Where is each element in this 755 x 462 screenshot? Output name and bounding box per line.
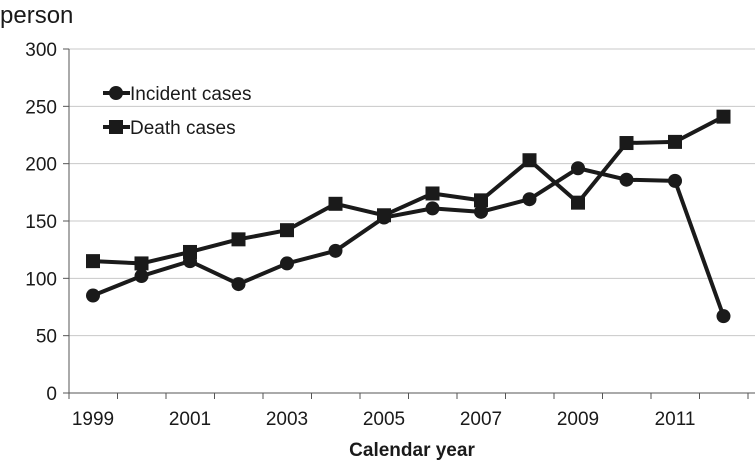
- death-cases-point: [231, 232, 246, 247]
- death-cases-point: [522, 153, 537, 168]
- incident-cases-point: [134, 269, 149, 284]
- x-tick-label: 1999: [72, 409, 114, 430]
- incident-cases-point: [716, 309, 731, 324]
- legend: Incident cases Death cases: [103, 84, 251, 139]
- legend-incident-cases-label: Incident cases: [130, 84, 251, 105]
- death-cases-point: [183, 244, 197, 259]
- x-tick-label: 2009: [557, 409, 599, 430]
- incident-cases-point: [280, 256, 294, 271]
- axes: [63, 48, 755, 399]
- incident-cases-point: [474, 204, 488, 219]
- death-cases-point: [280, 223, 294, 238]
- death-cases-point: [668, 134, 682, 149]
- death-cases-point: [86, 254, 100, 269]
- x-tick-label: 2011: [655, 409, 696, 430]
- y-tick-label: 300: [25, 40, 57, 61]
- x-tick-label: 2007: [460, 409, 502, 430]
- legend-death-cases-label: Death cases: [130, 118, 236, 139]
- death-cases-line: [92, 114, 725, 266]
- incident-cases-point: [619, 172, 634, 187]
- incident-cases-point: [668, 173, 682, 188]
- x-axis-title: Calendar year: [349, 440, 475, 461]
- y-tick-label: 50: [36, 327, 57, 348]
- legend-death-cases-marker: [109, 120, 123, 134]
- death-cases-point: [716, 109, 731, 124]
- x-tick-label: 2001: [169, 409, 211, 430]
- y-tick-label: 250: [25, 97, 57, 118]
- y-tick-label: 100: [25, 269, 57, 290]
- incident-cases-point: [522, 192, 537, 207]
- death-cases-point: [474, 193, 488, 208]
- x-tick-label: 2005: [363, 409, 405, 430]
- gridlines: [69, 48, 755, 337]
- incident-cases-point: [86, 288, 100, 303]
- x-tick-label: 2003: [266, 409, 308, 430]
- y-tick-label: 0: [46, 384, 57, 405]
- x-tick-labels: 1999 2001 2003 2005 2007 2009 2011: [72, 409, 696, 430]
- death-cases-point: [425, 186, 440, 201]
- y-tick-label: 200: [25, 155, 57, 176]
- incident-cases-point: [425, 201, 440, 216]
- death-cases-point: [134, 256, 149, 271]
- incident-cases-point: [328, 243, 343, 258]
- death-cases-point: [571, 195, 585, 210]
- incident-cases-point: [571, 161, 585, 176]
- y-tick-labels: 0 50 100 150 200 250 300: [25, 40, 57, 405]
- y-tick-label: 150: [25, 212, 57, 233]
- death-cases-point: [619, 136, 634, 151]
- death-cases-point: [377, 208, 391, 223]
- y-unit-label: person: [0, 2, 74, 29]
- incident-cases-point: [231, 277, 246, 292]
- series-group: [86, 109, 731, 324]
- incident-cases-line: [92, 166, 726, 317]
- death-cases-point: [328, 196, 343, 211]
- legend-incident-cases-marker: [109, 86, 123, 100]
